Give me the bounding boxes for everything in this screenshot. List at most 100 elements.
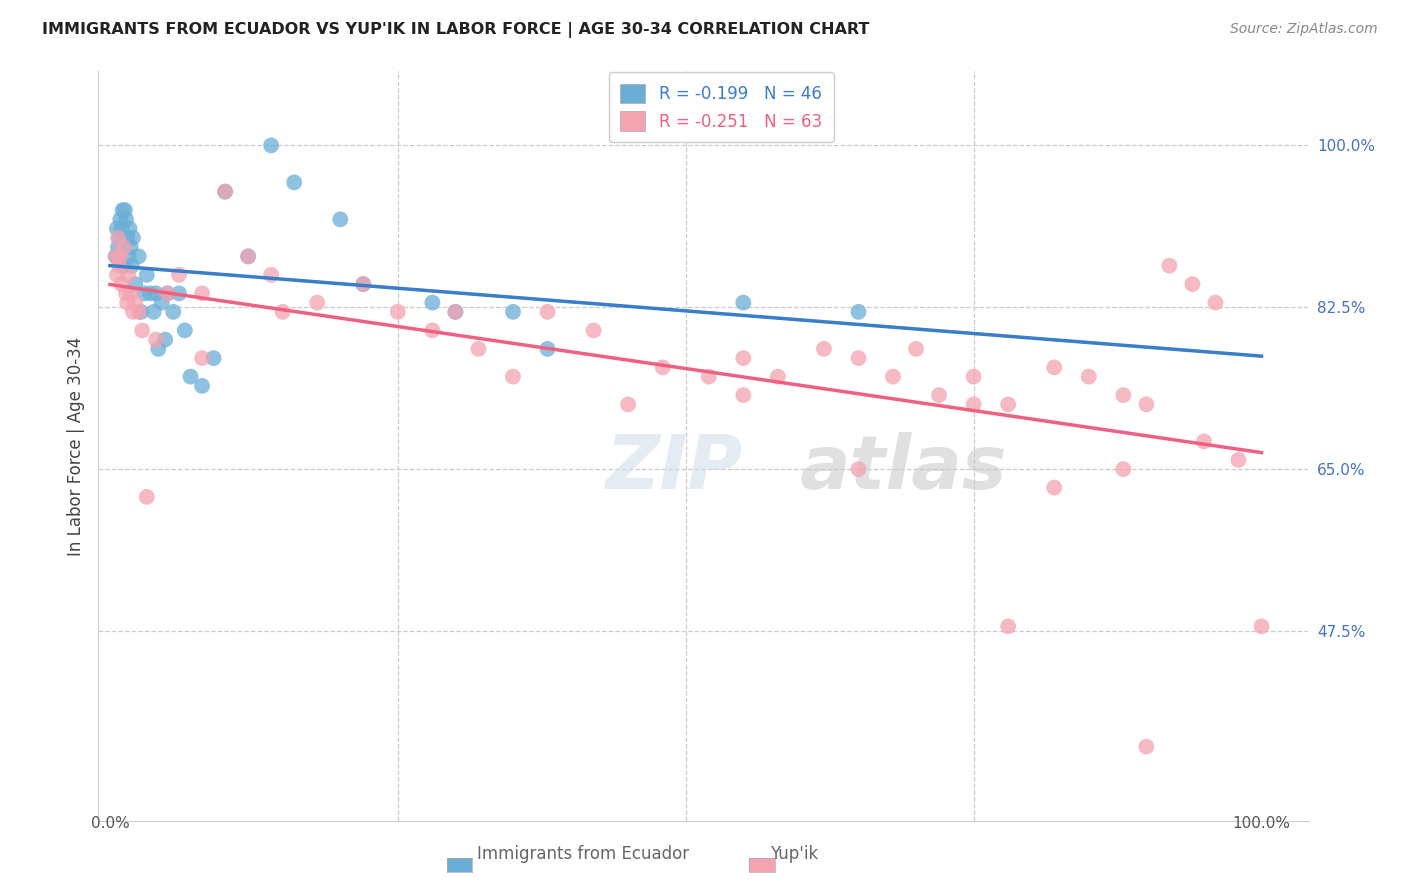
Point xyxy=(108,231,131,245)
Point xyxy=(180,369,202,384)
Point xyxy=(1227,453,1250,467)
Point xyxy=(236,249,259,263)
Point xyxy=(114,203,136,218)
Point xyxy=(502,305,524,319)
Point xyxy=(118,221,141,235)
Point xyxy=(697,369,720,384)
Point xyxy=(271,305,294,319)
Point xyxy=(156,286,179,301)
Point xyxy=(1112,388,1135,402)
Point xyxy=(124,295,146,310)
Point xyxy=(307,295,329,310)
Point xyxy=(283,175,305,189)
Point xyxy=(733,388,755,402)
Point xyxy=(536,305,558,319)
Point xyxy=(128,305,150,319)
Point xyxy=(105,268,128,282)
Point xyxy=(145,333,167,347)
Point xyxy=(115,212,138,227)
Point xyxy=(1077,369,1099,384)
Point xyxy=(191,379,214,393)
Legend: R = -0.199   N = 46, R = -0.251   N = 63: R = -0.199 N = 46, R = -0.251 N = 63 xyxy=(609,72,834,143)
Point xyxy=(1043,481,1066,495)
Point xyxy=(352,277,374,292)
Point xyxy=(107,231,129,245)
Point xyxy=(191,351,214,365)
Text: Source: ZipAtlas.com: Source: ZipAtlas.com xyxy=(1230,22,1378,37)
Point xyxy=(111,203,134,218)
Point xyxy=(214,185,236,199)
Text: atlas: atlas xyxy=(800,432,1007,505)
Y-axis label: In Labor Force | Age 30-34: In Labor Force | Age 30-34 xyxy=(66,336,84,556)
Point xyxy=(928,388,950,402)
Point xyxy=(191,286,214,301)
Point xyxy=(848,351,870,365)
Point xyxy=(617,397,640,411)
Point xyxy=(1043,360,1066,375)
Point xyxy=(120,240,142,254)
Point xyxy=(112,259,135,273)
Point xyxy=(104,249,127,263)
Point xyxy=(202,351,225,365)
Point xyxy=(1135,397,1157,411)
Point xyxy=(236,249,259,263)
Point xyxy=(155,333,177,347)
Point xyxy=(142,305,165,319)
Point xyxy=(156,286,179,301)
Text: Immigrants from Ecuador: Immigrants from Ecuador xyxy=(478,846,689,863)
Point xyxy=(110,212,132,227)
Point xyxy=(582,323,605,337)
Point xyxy=(167,286,190,301)
Point xyxy=(1250,619,1272,633)
Point xyxy=(422,295,444,310)
Text: Yup'ik: Yup'ik xyxy=(770,846,818,863)
Point xyxy=(214,185,236,199)
Point xyxy=(112,240,135,254)
Point xyxy=(813,342,835,356)
Point xyxy=(115,295,138,310)
Point xyxy=(115,286,138,301)
Point xyxy=(1204,295,1226,310)
Text: IMMIGRANTS FROM ECUADOR VS YUP'IK IN LABOR FORCE | AGE 30-34 CORRELATION CHART: IMMIGRANTS FROM ECUADOR VS YUP'IK IN LAB… xyxy=(42,22,869,38)
Point xyxy=(150,295,173,310)
Point xyxy=(733,295,755,310)
Point xyxy=(162,305,184,319)
Point xyxy=(105,221,128,235)
Point xyxy=(387,305,409,319)
Point xyxy=(651,360,673,375)
Point xyxy=(1181,277,1204,292)
Point xyxy=(848,462,870,476)
Point xyxy=(148,342,170,356)
Point xyxy=(766,369,789,384)
Point xyxy=(115,231,138,245)
Point xyxy=(997,397,1019,411)
Point xyxy=(110,249,132,263)
Point xyxy=(1159,259,1181,273)
Point xyxy=(536,342,558,356)
Point xyxy=(167,268,190,282)
Point xyxy=(848,305,870,319)
Text: ZIP: ZIP xyxy=(606,432,744,505)
Point xyxy=(444,305,467,319)
Point xyxy=(124,277,146,292)
Point xyxy=(135,268,157,282)
Point xyxy=(107,240,129,254)
Point xyxy=(502,369,524,384)
Point xyxy=(173,323,195,337)
Point xyxy=(145,286,167,301)
Point xyxy=(117,268,139,282)
Point xyxy=(962,397,984,411)
Point xyxy=(122,231,145,245)
Point xyxy=(108,259,131,273)
Point xyxy=(467,342,489,356)
Point xyxy=(134,286,156,301)
Point xyxy=(733,351,755,365)
Point xyxy=(962,369,984,384)
Point xyxy=(122,305,145,319)
Text: 0.0%: 0.0% xyxy=(90,816,129,831)
Point xyxy=(997,619,1019,633)
Point xyxy=(1192,434,1215,449)
Point xyxy=(129,305,152,319)
Point xyxy=(882,369,904,384)
Point xyxy=(110,221,132,235)
